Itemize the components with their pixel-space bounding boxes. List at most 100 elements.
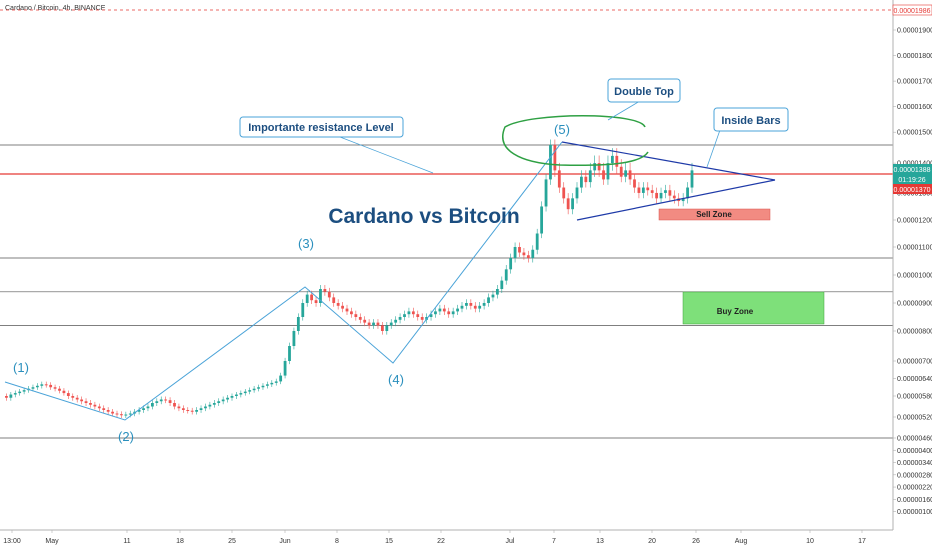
candle-body [588, 170, 592, 183]
candle-body [571, 198, 574, 210]
candle-body [208, 404, 212, 407]
y-tick-label: 0.00000400 [897, 448, 932, 455]
y-tick-label: 0.00001900 [897, 28, 932, 35]
y-tick-label: 0.00000100 [897, 509, 932, 516]
candle-body [473, 305, 477, 309]
candle-body [305, 294, 309, 303]
x-tick-label: Jun [279, 538, 290, 545]
candle-body [235, 394, 238, 396]
double-top-pointer [607, 100, 641, 121]
candle-body [93, 404, 97, 407]
candle-body [500, 280, 504, 289]
candle-body [385, 325, 389, 331]
candle-body [102, 408, 106, 410]
x-tick-label: 8 [335, 538, 339, 545]
candle-body [80, 399, 84, 402]
y-tick-label: 0.00001100 [897, 245, 932, 252]
candle-body [672, 195, 676, 199]
candle-body [120, 414, 123, 416]
candle-body [597, 163, 601, 171]
inside-bars-callout[interactable] [713, 107, 789, 132]
candle-body [495, 289, 499, 295]
candle-body [540, 206, 544, 234]
candle-body [628, 170, 632, 180]
candle-body [469, 303, 473, 306]
candle-body [602, 170, 605, 180]
x-tick-label: 22 [437, 538, 445, 545]
candles-layer [5, 139, 694, 419]
candle-body [13, 393, 17, 395]
candle-body [553, 145, 557, 171]
candle-body [252, 388, 256, 391]
candle-body [456, 308, 459, 312]
elliott-wave-line [4, 141, 563, 421]
candle-body [314, 300, 318, 303]
buy-zone-box[interactable] [682, 291, 825, 325]
candle-body [301, 303, 305, 317]
triangle-upper-line [561, 141, 776, 181]
candle-body [217, 401, 221, 403]
y-tick-label: 0.00001200 [897, 218, 932, 225]
candle-body [460, 305, 464, 309]
double-top-callout[interactable] [607, 78, 681, 103]
candle-body [155, 401, 159, 403]
resistance-callout[interactable] [239, 116, 404, 138]
candle-body [557, 170, 561, 188]
x-tick-label: 7 [552, 538, 556, 545]
candle-body [288, 346, 291, 361]
candle-body [420, 317, 424, 320]
x-tick-label: 20 [648, 538, 656, 545]
candle-body [354, 314, 358, 317]
double-top-label: Double Top [614, 86, 674, 98]
candle-body [398, 317, 402, 320]
candle-body [345, 308, 349, 312]
candle-body [49, 384, 53, 388]
candle-body [580, 176, 583, 188]
candle-body [487, 297, 490, 303]
candle-body [566, 198, 570, 210]
candle-body [376, 322, 380, 326]
candle-body [686, 187, 689, 199]
x-tick-label: May [45, 538, 59, 545]
resistance-price-tag [893, 184, 932, 194]
candle-body [403, 314, 406, 317]
wave-label-1: (1) [13, 360, 29, 375]
y-tick-label: 0.00001500 [897, 130, 932, 137]
inside-bars-pointer [706, 129, 721, 168]
candle-body [62, 390, 66, 394]
candle-body [279, 375, 283, 382]
candle-body [124, 414, 128, 416]
candle-body [518, 247, 521, 253]
wave-label-2: (2) [118, 429, 134, 444]
buy-zone-label: Buy Zone [717, 307, 754, 316]
candle-body [128, 413, 132, 415]
y-tick-label: 0.00000340 [897, 460, 932, 467]
candle-body [416, 314, 420, 317]
candle-body [173, 403, 176, 407]
resistance-label: Importante resistance Level [248, 122, 394, 134]
candle-body [575, 187, 579, 199]
candle-body [106, 410, 110, 412]
candle-body [142, 408, 145, 410]
y-tick-label: 0.00000640 [897, 376, 932, 383]
y-tick-label: 0.00001700 [897, 79, 932, 86]
y-tick-label: 0.00000160 [897, 497, 932, 504]
candle-body [58, 388, 61, 391]
candle-body [248, 390, 252, 392]
candle-body [212, 403, 216, 405]
candle-body [230, 396, 234, 398]
candle-body [35, 385, 39, 388]
candle-body [261, 385, 265, 388]
x-tick-label: 15 [385, 538, 393, 545]
countdown-tag-text: 01:19:26 [898, 177, 925, 184]
candle-body [358, 317, 362, 320]
countdown-tag [893, 174, 932, 184]
candle-body [619, 166, 623, 177]
x-tick-label: 13 [596, 538, 604, 545]
sell-zone-box[interactable] [658, 208, 771, 221]
top-price-tag [892, 4, 932, 16]
x-tick-label: 25 [228, 538, 236, 545]
candle-body [380, 325, 384, 331]
